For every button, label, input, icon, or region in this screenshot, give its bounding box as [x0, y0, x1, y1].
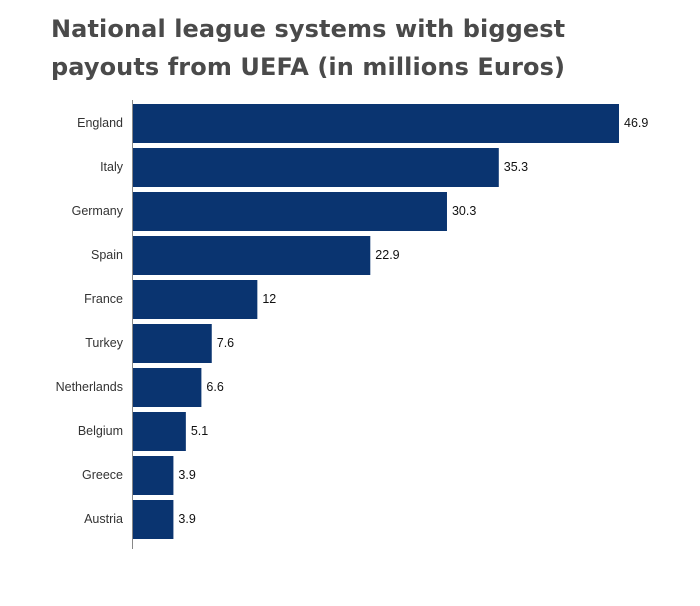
- value-label-germany: 30.3: [452, 204, 476, 218]
- value-label-turkey: 7.6: [217, 336, 234, 350]
- bar-belgium: [133, 412, 186, 451]
- bar-italy: [133, 148, 499, 187]
- value-label-france: 12: [262, 292, 276, 306]
- value-label-spain: 22.9: [375, 248, 399, 262]
- value-label-england: 46.9: [624, 116, 648, 130]
- value-labels: 46.9 35.3 30.3 22.9 12 7.6 6.6 5.1 3.9 3.9: [178, 116, 648, 526]
- category-label-belgium: Belgium: [78, 424, 123, 438]
- category-label-england: England: [77, 116, 123, 130]
- bar-netherlands: [133, 368, 202, 407]
- category-label-netherlands: Netherlands: [56, 380, 123, 394]
- category-label-austria: Austria: [84, 512, 123, 526]
- value-label-belgium: 5.1: [191, 424, 208, 438]
- category-label-spain: Spain: [91, 248, 123, 262]
- bar-turkey: [133, 324, 212, 363]
- bar-france: [133, 280, 258, 319]
- bar-england: [133, 104, 619, 143]
- bar-austria: [133, 500, 174, 539]
- category-label-italy: Italy: [100, 160, 124, 174]
- category-labels: England Italy Germany Spain France Turkey Neth…: [56, 116, 124, 526]
- value-label-austria: 3.9: [178, 512, 195, 526]
- bar-germany: [133, 192, 447, 231]
- value-label-greece: 3.9: [178, 468, 195, 482]
- category-label-france: France: [84, 292, 123, 306]
- bar-greece: [133, 456, 174, 495]
- category-label-germany: Germany: [72, 204, 124, 218]
- value-label-netherlands: 6.6: [206, 380, 223, 394]
- chart-title: National league systems with biggest pay…: [51, 15, 566, 81]
- value-label-italy: 35.3: [504, 160, 528, 174]
- bar-spain: [133, 236, 371, 275]
- category-label-greece: Greece: [82, 468, 123, 482]
- category-label-turkey: Turkey: [85, 336, 123, 350]
- bars-layer: [133, 104, 619, 539]
